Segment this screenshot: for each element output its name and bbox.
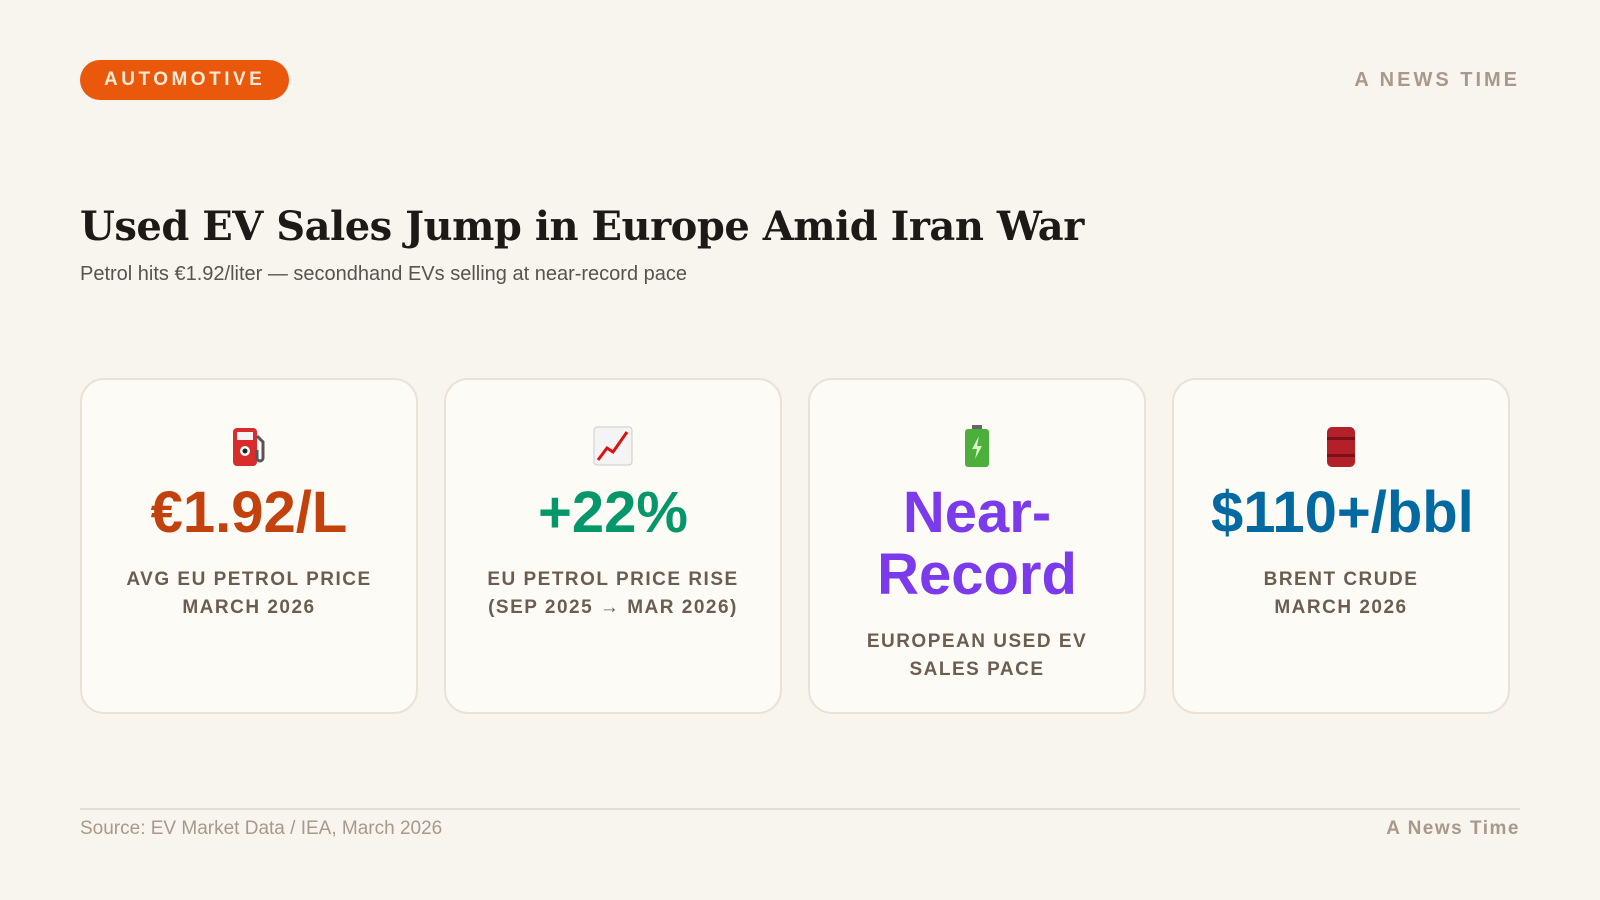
label-line: AVG EU PETROL PRICE [126,569,372,590]
stat-value: $110+/bbl [1211,480,1474,545]
fuel-icon [233,428,265,466]
card: +22% EU PETROL PRICE RISE (SEP 2025 → MAR… [444,378,782,714]
brand: A NEWS TIME [1354,69,1520,91]
stat-value: Near-Record [877,480,1077,607]
stat-value: +22% [538,480,688,545]
category-tag: AUTOMOTIVE [80,60,290,100]
label-line: MARCH 2026 [182,597,316,618]
stat-label: EU PETROL PRICE RISE (SEP 2025 → MAR 2026… [487,566,738,622]
subtitle: Petrol hits €1.92/liter — secondhand EVs… [80,263,688,285]
barrel-icon [1327,427,1355,467]
label-line: EU PETROL PRICE RISE [487,569,739,590]
chart-icon [593,426,633,466]
footer-rule [80,808,1520,810]
title: Used EV Sales Jump in Europe Amid Iran W… [80,203,1084,250]
card: €1.92/L AVG EU PETROL PRICE MARCH 2026 [80,378,418,714]
footer-brand: A News Time [1386,818,1520,839]
label-line: (SEP 2025 → MAR 2026) [488,597,738,618]
stat-label: BRENT CRUDE MARCH 2026 [1264,566,1419,622]
stat-label: EUROPEAN USED EV SALES PACE [867,628,1087,684]
stat-value: €1.92/L [150,480,348,545]
label-line: SALES PACE [909,659,1045,680]
battery-icon [965,425,989,467]
cards: €1.92/L AVG EU PETROL PRICE MARCH 2026 +2… [80,378,1510,714]
label-line: BRENT CRUDE [1263,569,1419,590]
card: $110+/bbl BRENT CRUDE MARCH 2026 [1172,378,1510,714]
card: Near-Record EUROPEAN USED EV SALES PACE [808,378,1146,714]
source: Source: EV Market Data / IEA, March 2026 [80,818,443,839]
label-line: MARCH 2026 [1274,597,1408,618]
label-line: EUROPEAN USED EV [866,631,1088,652]
stat-label: AVG EU PETROL PRICE MARCH 2026 [126,566,371,622]
